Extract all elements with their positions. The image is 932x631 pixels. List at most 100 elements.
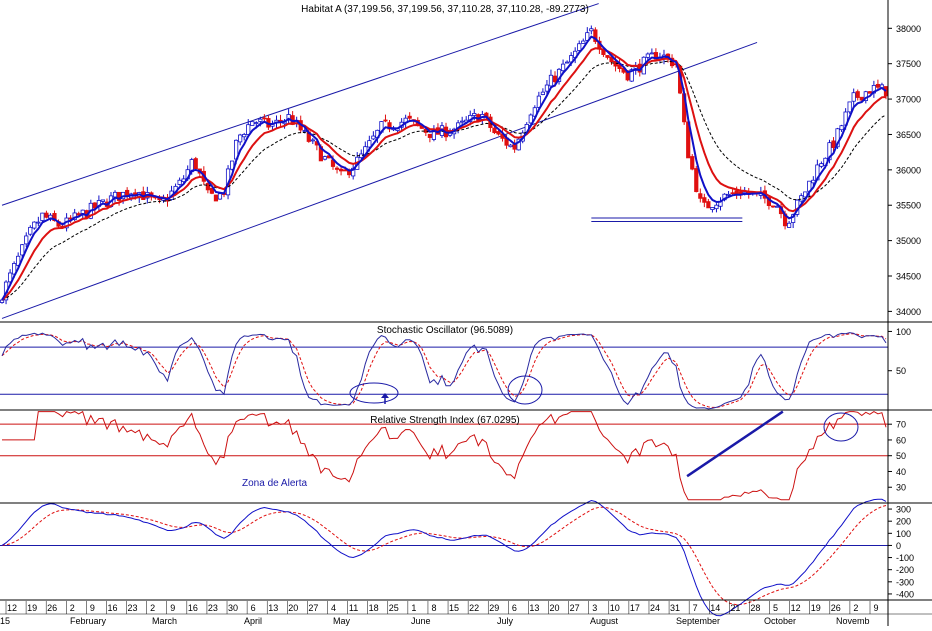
price-bar [694,168,699,193]
price-bar [734,190,739,195]
price-bar [116,191,122,201]
price-bar [52,213,57,222]
x-day-tick-label: 9 [90,603,95,613]
price-bar [238,134,243,143]
x-day-tick-label: 2 [70,603,75,613]
x-month-label: September [676,616,720,626]
x-day-tick-label: 30 [228,603,238,613]
x-month-label: July [497,616,514,626]
rsi-axis-tick-label: 40 [896,467,906,477]
stochastic-k-line [1,332,887,410]
price-bar [536,95,541,108]
price-bar [565,61,570,64]
price-bar [859,96,864,101]
x-day-tick-label: 7 [693,603,698,613]
price-bar [577,43,582,51]
price-bar [649,52,654,55]
price-bar [20,244,25,256]
price-bar [407,115,412,119]
price-bar [593,29,598,42]
price-bar [44,212,49,218]
price-bar [92,202,97,209]
price-axis-tick-label: 34000 [896,307,921,317]
x-day-tick-label: 27 [308,603,318,613]
oscillator-axis-tick-label: -100 [896,553,914,563]
price-bar [544,84,550,92]
price-axis-tick-label: 38000 [896,24,921,34]
stochastic-axis-tick-label: 100 [896,327,911,337]
rsi-title: Relative Strength Index (67.0295) [370,415,520,426]
x-month-label: June [411,616,431,626]
rsi-trendline [686,410,784,478]
price-bar [540,91,545,95]
price-bar [819,163,824,167]
x-day-tick-label: 12 [7,603,17,613]
x-day-tick-label: 15 [449,603,459,613]
price-bar [32,221,37,229]
price-bar [770,205,776,208]
price-axis-tick-label: 34500 [896,272,921,282]
stochastic-arrow-head [381,393,389,398]
price-bar [36,221,41,224]
price-panel: 34000 34500 35000 35500 36000 36500 37000 37500… [0,3,921,319]
price-bar [774,205,780,208]
price-bar [799,195,804,202]
x-day-tick-label: 17 [630,603,640,613]
price-bar [492,127,497,134]
price-bar [177,179,182,185]
x-day-tick-label: 22 [469,603,479,613]
price-bar [258,118,263,122]
rsi-line [2,410,887,501]
price-bar [706,201,711,209]
stochastic-title: Stochastic Oscillator (96.5089) [377,325,513,336]
x-day-tick-label: 2 [150,603,155,613]
rsi-axis-tick-label: 60 [896,435,906,445]
price-bar [460,120,465,123]
price-axis-tick-label: 35500 [896,201,921,211]
x-day-tick-label: 25 [389,603,399,613]
price-axis-tick-label: 35000 [896,236,921,246]
price-bar [528,114,533,124]
price-bar [605,55,610,58]
price-bar [548,74,554,87]
price-bar [343,169,348,172]
x-day-tick-label: 1 [411,603,416,613]
price-bar [302,130,307,132]
price-bar [710,207,715,210]
x-month-label: Novemb [836,616,870,626]
price-bar [835,128,840,148]
price-bar [512,144,517,150]
oscillator-signal-line [1,505,887,606]
price-bar [262,117,267,120]
x-day-tick-label: 9 [873,603,878,613]
price-bar [875,83,881,88]
x-month-label: May [333,616,351,626]
price-bar [653,52,659,60]
price-bar [371,135,376,140]
price-bar [714,204,719,210]
price-bar [112,191,118,198]
trend-channel-line [1,41,758,319]
price-bar [589,28,594,32]
x-day-tick-label: 18 [369,603,379,613]
x-day-tick-label: 12 [791,603,801,613]
price-bar [24,235,29,245]
stochastic-axis-tick-label: 50 [896,366,906,376]
x-month-label: October [764,616,796,626]
price-bar [209,187,215,194]
x-day-tick-label: 8 [431,603,436,613]
x-day-tick-label: 26 [831,603,841,613]
x-month-label: August [590,616,619,626]
price-bar [16,255,21,266]
moving-average-blue [1,35,887,301]
x-day-tick-label: 2 [853,603,858,613]
price-bar [847,101,852,113]
price-bar [242,134,247,138]
price-bar [552,75,558,83]
price-bar [472,113,477,116]
rsi-panel: 30 40 50 60 70 [0,410,906,501]
x-day-tick-label: 28 [750,603,760,613]
price-bar [100,199,106,202]
price-bar [310,139,315,142]
